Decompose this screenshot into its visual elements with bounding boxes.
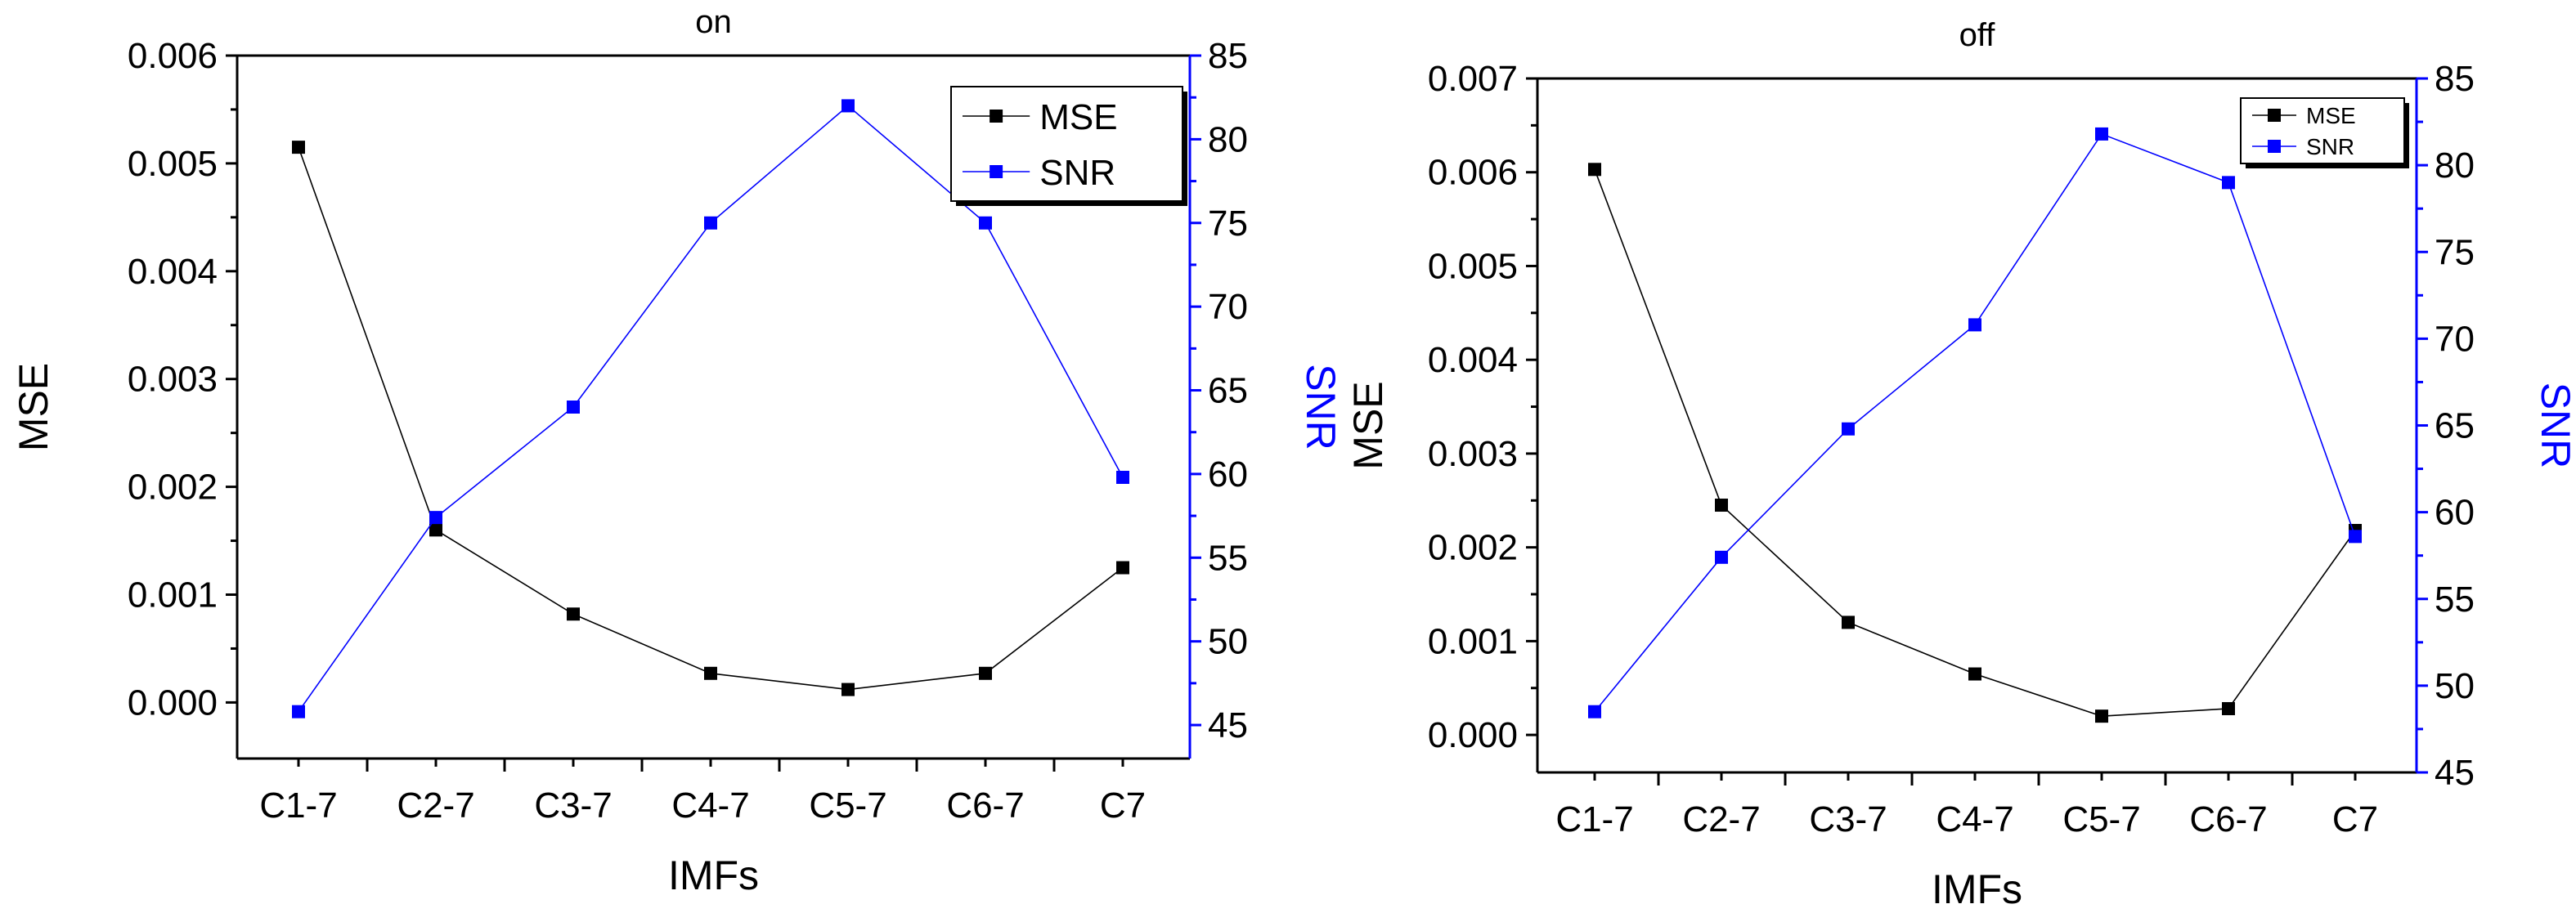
data-point-snr [979, 216, 992, 230]
data-point-snr [1968, 318, 1981, 332]
data-point-mse [704, 666, 717, 680]
y-left-tick-label: 0.005 [128, 144, 218, 184]
legend-label-snr: SNR [1039, 153, 1115, 193]
x-tick-label: C5-7 [2062, 799, 2140, 839]
legend: MSE SNR [950, 86, 1187, 206]
y-right-tick-label: 70 [1208, 287, 1248, 327]
data-point-snr [2095, 127, 2108, 141]
x-tick-label: C4-7 [671, 785, 749, 826]
data-point-mse [567, 607, 580, 621]
data-point-snr [429, 511, 442, 525]
y-left-tick-label: 0.006 [128, 36, 218, 76]
legend-marker-mse [2268, 109, 2281, 122]
data-point-mse [429, 523, 442, 537]
data-point-mse [979, 666, 992, 680]
y-left-tick-label: 0.000 [128, 683, 218, 723]
y-right-tick-label: 45 [2435, 753, 2475, 793]
y-right-tick-label: 80 [2435, 145, 2475, 186]
x-axis-title: IMFs [668, 853, 759, 898]
y-left-tick-label: 0.005 [1428, 246, 1518, 286]
data-point-snr [2349, 530, 2362, 544]
legend-marker-snr [990, 165, 1003, 178]
data-point-mse [1715, 499, 1728, 512]
x-tick-label: C2-7 [1682, 799, 1760, 839]
data-point-snr [2222, 176, 2235, 190]
y-axis-right-title: SNR [2533, 383, 2576, 469]
y-left-tick-label: 0.003 [128, 360, 218, 400]
legend-marker-snr [2268, 140, 2281, 153]
x-axis-title: IMFs [1932, 866, 2022, 912]
legend-label-mse: MSE [1039, 97, 1117, 137]
data-point-mse [841, 683, 855, 696]
data-point-snr [1842, 422, 1855, 436]
y-right-tick-label: 55 [1208, 538, 1248, 578]
y-left-tick-label: 0.004 [1428, 340, 1518, 380]
y-right-tick-label: 85 [2435, 59, 2475, 99]
y-right-tick-label: 55 [2435, 580, 2475, 620]
series-line-snr [1594, 132, 2356, 713]
series-line-mse [1594, 169, 2356, 717]
chart-off: off 0.000 0.001 0.002 0.003 0.004 0.005 0.006 0.… [1345, 17, 2576, 912]
y-right-tick-label: 45 [1208, 705, 1248, 745]
y-right-tick-label: 75 [1208, 204, 1248, 244]
x-tick-label: C7 [1100, 785, 1146, 826]
x-tick-label: C1-7 [259, 785, 337, 826]
x-tick-label: C3-7 [1809, 799, 1887, 839]
data-point-mse [1588, 163, 1601, 177]
x-tick-label: C7 [2332, 799, 2378, 839]
y-left-tick-label: 0.002 [1428, 528, 1518, 568]
y-right-tick-label: 60 [1208, 454, 1248, 495]
x-tick-label: C6-7 [946, 785, 1024, 826]
y-left-tick-label: 0.006 [1428, 153, 1518, 193]
legend-label-snr: SNR [2306, 134, 2354, 159]
y-left-tick-label: 0.001 [128, 575, 218, 615]
y-left-tick-label: 0.002 [128, 468, 218, 508]
x-tick-label: C4-7 [1936, 799, 2013, 839]
x-tick-label: C3-7 [534, 785, 612, 826]
data-point-snr [292, 705, 305, 718]
x-tick-label: C2-7 [397, 785, 474, 826]
x-tick-label: C5-7 [809, 785, 886, 826]
y-right-tick-label: 65 [1208, 371, 1248, 411]
legend-box [950, 86, 1183, 202]
y-right-tick-label: 85 [1208, 36, 1248, 76]
chart-on: on 0.000 0.001 0.002 0.003 0.004 0.005 0.006 45 5… [11, 4, 1344, 898]
legend-label-mse: MSE [2306, 103, 2356, 128]
y-left-tick-label: 0.000 [1428, 715, 1518, 755]
data-point-snr [567, 401, 580, 414]
data-point-mse [2095, 709, 2108, 723]
y-axis-left-title: MSE [11, 363, 56, 451]
chart-title: on [695, 4, 732, 40]
data-point-snr [1715, 550, 1728, 564]
y-axis-right-title: SNR [1298, 364, 1344, 450]
y-left-tick-label: 0.003 [1428, 434, 1518, 474]
chart-title: off [1959, 17, 1996, 53]
data-point-snr [1588, 705, 1601, 718]
data-point-mse [2222, 701, 2235, 715]
y-axis-left-title: MSE [1345, 381, 1391, 469]
y-left-tick-label: 0.004 [128, 252, 218, 292]
data-point-mse [1968, 667, 1981, 681]
data-point-snr [704, 216, 717, 230]
y-left-tick-label: 0.001 [1428, 621, 1518, 661]
legend-marker-mse [990, 110, 1003, 123]
x-tick-label: C6-7 [2189, 799, 2267, 839]
y-left-tick-label: 0.007 [1428, 59, 1518, 99]
y-right-tick-label: 80 [1208, 119, 1248, 159]
y-right-tick-label: 50 [1208, 622, 1248, 662]
data-point-mse [1116, 561, 1129, 575]
data-point-mse [1842, 615, 1855, 629]
y-right-tick-label: 75 [2435, 232, 2475, 272]
data-point-snr [1116, 471, 1129, 484]
y-right-tick-label: 60 [2435, 493, 2475, 533]
data-point-snr [841, 99, 855, 113]
y-right-tick-label: 50 [2435, 666, 2475, 706]
data-point-mse [292, 141, 305, 154]
legend: MSE SNR [2240, 97, 2409, 168]
x-tick-label: C1-7 [1555, 799, 1633, 839]
y-right-tick-label: 65 [2435, 406, 2475, 446]
y-right-tick-label: 70 [2435, 319, 2475, 359]
